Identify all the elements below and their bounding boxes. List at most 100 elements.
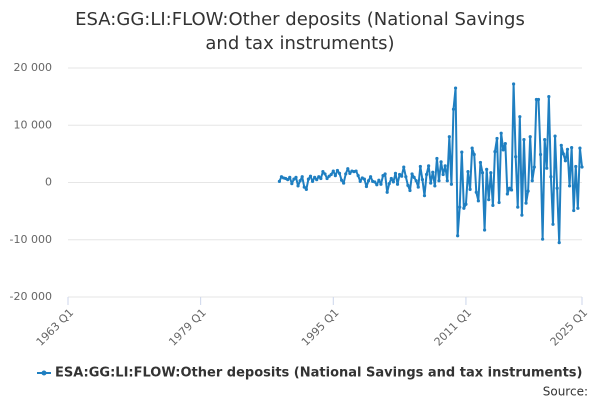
point [528, 135, 532, 139]
point [470, 146, 474, 150]
point [329, 172, 333, 177]
point [433, 184, 437, 188]
point [580, 165, 584, 169]
point [298, 179, 302, 183]
y-tick-label: 0 [45, 176, 52, 189]
point [516, 205, 520, 209]
point [306, 177, 311, 181]
point [441, 172, 445, 177]
point [460, 150, 464, 154]
point [489, 171, 493, 175]
legend-marker [41, 370, 47, 376]
point [400, 174, 404, 178]
point [453, 86, 458, 90]
point [288, 175, 292, 179]
point [335, 168, 340, 173]
point [487, 198, 491, 202]
point [286, 178, 290, 182]
point [422, 194, 427, 198]
point [565, 147, 570, 151]
x-tick-label: 2025 Q1 [548, 306, 591, 349]
point [377, 178, 381, 182]
point [443, 164, 447, 168]
point [325, 176, 329, 181]
point [491, 203, 495, 207]
point [476, 199, 480, 203]
point [348, 171, 352, 175]
point [362, 177, 366, 181]
point [451, 107, 456, 111]
point [368, 175, 373, 179]
point [478, 160, 483, 165]
point [346, 167, 350, 171]
point [464, 202, 468, 206]
point [526, 189, 530, 193]
point [532, 165, 536, 169]
x-tick-label: 1963 Q1 [34, 306, 77, 349]
point [501, 148, 505, 152]
point [561, 152, 565, 156]
point [339, 178, 344, 182]
source: Source: [543, 385, 588, 399]
point [387, 182, 391, 186]
point [344, 172, 348, 176]
point [427, 164, 431, 168]
point [395, 182, 400, 186]
point [466, 170, 470, 174]
point [302, 185, 306, 189]
point [567, 184, 572, 188]
point [497, 200, 501, 205]
point [277, 179, 282, 183]
point [412, 175, 416, 179]
point [431, 170, 435, 174]
point [541, 237, 545, 241]
point [383, 172, 387, 176]
point [373, 180, 377, 184]
point [572, 208, 576, 213]
point [389, 176, 393, 181]
point [499, 131, 503, 135]
point [315, 178, 319, 182]
point [574, 164, 578, 169]
point [505, 192, 509, 196]
point [375, 183, 379, 187]
point [547, 95, 551, 99]
point [482, 228, 487, 232]
point [462, 206, 466, 210]
point [404, 175, 408, 179]
point [406, 183, 410, 187]
point [557, 241, 561, 245]
y-tick-label: -10 000 [10, 233, 52, 246]
point [391, 180, 395, 184]
point [551, 222, 555, 226]
x-tick-label: 2011 Q1 [432, 306, 475, 349]
point [331, 169, 335, 173]
point [456, 234, 460, 238]
point [563, 159, 568, 163]
point [514, 155, 518, 159]
chart-title: ESA:GG:LI:FLOW:Other deposits (National … [75, 9, 525, 54]
point [310, 179, 315, 183]
point [385, 190, 389, 194]
point [313, 175, 317, 179]
point [522, 137, 526, 142]
point [342, 181, 346, 185]
point [458, 205, 462, 209]
point [576, 206, 580, 210]
point [319, 176, 323, 181]
point [474, 190, 478, 194]
point [337, 171, 342, 175]
point [366, 179, 371, 183]
point [393, 171, 398, 175]
point [418, 164, 422, 169]
point [402, 165, 406, 169]
point [437, 179, 441, 183]
point [509, 188, 514, 192]
point [354, 169, 358, 173]
point [536, 97, 541, 102]
x-tick-label: 1979 Q1 [166, 306, 209, 349]
point [472, 152, 476, 157]
point [414, 179, 418, 183]
